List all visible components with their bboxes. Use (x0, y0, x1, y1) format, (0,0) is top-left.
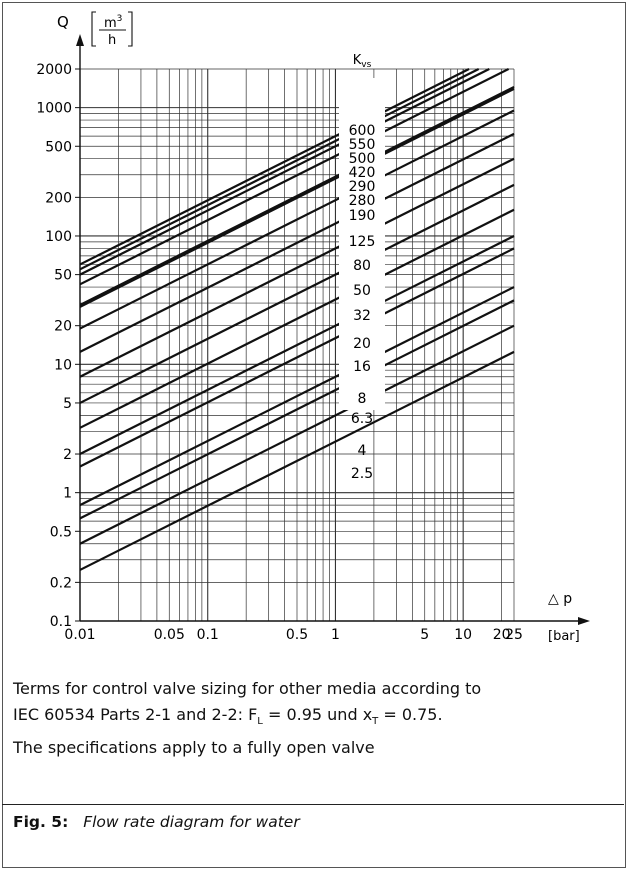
series-line-kvs-8 (79, 286, 515, 507)
series-line-kvs-190 (79, 109, 515, 330)
y-axis-arrow (76, 34, 84, 46)
y-tick-label: 5 (63, 396, 72, 412)
y-tick-label: 0.1 (50, 614, 72, 630)
kvs-label: 6.3 (351, 411, 373, 427)
series-line-kvs-600 (79, 68, 470, 266)
kvs-title: Kvs (353, 53, 372, 70)
y-tick-label: 500 (45, 139, 72, 155)
y-tick-label: 10 (54, 357, 72, 373)
x-axis-unit: [bar] (548, 629, 580, 644)
series-line-kvs-500 (79, 68, 490, 276)
chart-series-lines (79, 68, 515, 571)
kvs-label: 20 (353, 336, 371, 352)
kvs-label: 80 (353, 258, 371, 274)
kvs-label: 125 (349, 234, 376, 250)
kvs-label: 190 (349, 208, 376, 224)
kvs-label: 280 (349, 193, 376, 209)
y-tick-label: 2 (63, 447, 72, 463)
y-axis-symbol: Q (57, 13, 69, 31)
chart-axes (75, 34, 590, 625)
series-line-kvs-290 (79, 85, 515, 306)
x-tick-label: 25 (505, 627, 523, 643)
y-tick-label: 20 (54, 319, 72, 335)
y-tick-label: 0.2 (50, 575, 72, 591)
x-tick-label: 0.01 (64, 627, 95, 643)
y-tick-label: 0.5 (50, 524, 72, 540)
kvs-label: 500 (349, 151, 376, 167)
kvs-label: 2.5 (351, 466, 373, 482)
y-tick-label: 200 (45, 190, 72, 206)
chart-grid (79, 68, 515, 622)
y-unit-bracket-left (91, 11, 96, 47)
x-axis-arrow (578, 617, 590, 625)
figure-caption: Fig. 5: Flow rate diagram for water (13, 813, 300, 831)
series-line-kvs-420 (79, 68, 510, 286)
y-tick-label: 1000 (36, 101, 72, 117)
series-line-kvs-4 (79, 324, 515, 545)
y-unit-numerator: m3 (104, 14, 122, 31)
kvs-label: 550 (349, 137, 376, 153)
series-line-kvs-20 (79, 234, 515, 456)
y-tick-labels: 0.1 0.2 0.5 1 2 5 10 20 50 100 200 500 1000 2000 (36, 62, 72, 630)
y-unit-denominator: h (108, 33, 116, 48)
figure-title: Flow rate diagram for water (83, 813, 300, 831)
x-tick-label: 1 (331, 627, 340, 643)
note-line-1: Terms for control valve sizing for other… (13, 679, 482, 698)
note-line-3: The specifications apply to a fully open… (13, 738, 375, 757)
series-line-kvs-80 (79, 157, 515, 378)
y-unit-bracket-right (128, 11, 133, 47)
y-tick-label: 1 (63, 486, 72, 502)
kvs-label: 8 (358, 391, 367, 407)
kvs-label: 16 (353, 359, 371, 375)
series-line-kvs-550 (79, 68, 480, 271)
kvs-label: 32 (353, 308, 371, 324)
series-line-kvs-32 (79, 208, 515, 429)
x-tick-label: 10 (454, 627, 472, 643)
y-tick-label: 2000 (36, 62, 72, 78)
kvs-label-background (339, 78, 385, 410)
flow-rate-chart: Kvs600550500420290280190125805032201686.… (36, 11, 590, 644)
series-line-kvs-280 (79, 87, 515, 308)
x-tick-label: 0.05 (154, 627, 185, 643)
x-tick-label: 0.1 (197, 627, 219, 643)
x-axis-symbol: △ p (548, 591, 572, 607)
kvs-label: 290 (349, 179, 376, 195)
series-line-kvs-2.5 (79, 350, 515, 571)
figure-label: Fig. 5: (13, 813, 69, 831)
kvs-label: 420 (349, 165, 376, 181)
figure-separator (2, 804, 624, 805)
kvs-label: 50 (353, 283, 371, 299)
y-tick-label: 100 (45, 229, 72, 245)
series-line-kvs-16 (79, 247, 515, 468)
y-tick-label: 50 (54, 268, 72, 284)
series-line-kvs-50 (79, 183, 515, 404)
note-line-2: IEC 60534 Parts 2-1 and 2-2: FL = 0.95 u… (13, 705, 443, 728)
x-tick-label: 0.5 (286, 627, 308, 643)
kvs-label: 4 (358, 443, 367, 459)
series-line-kvs-125 (79, 132, 515, 353)
series-line-kvs-6.3 (79, 299, 515, 520)
kvs-label: 600 (349, 123, 376, 139)
x-tick-label: 5 (420, 627, 429, 643)
x-tick-label: 20 (493, 627, 511, 643)
